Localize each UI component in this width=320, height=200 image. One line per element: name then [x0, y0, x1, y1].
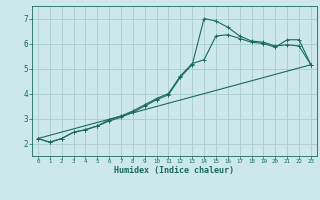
- X-axis label: Humidex (Indice chaleur): Humidex (Indice chaleur): [115, 166, 234, 175]
